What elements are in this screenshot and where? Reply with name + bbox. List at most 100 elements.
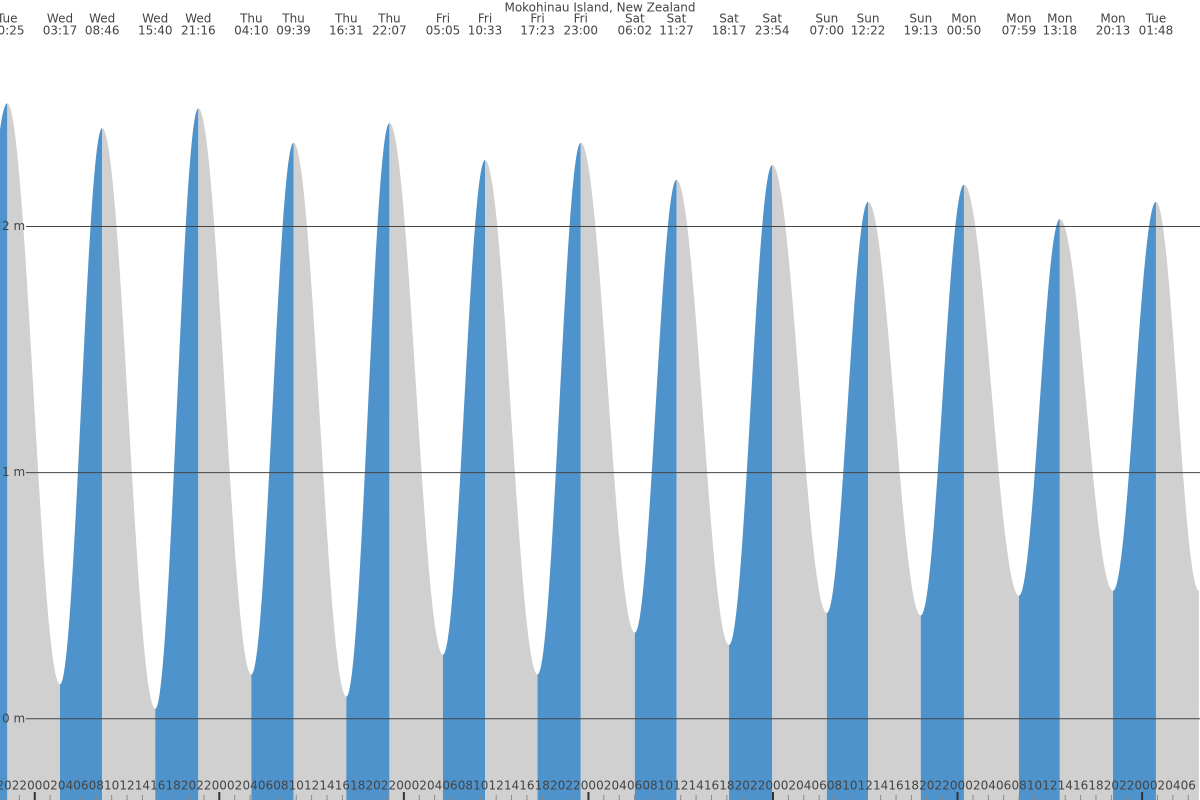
tide-edge	[1155, 201, 1199, 800]
x-tick-label: 16	[888, 779, 903, 793]
extreme-day: Sun	[857, 12, 880, 26]
extreme-day: Sat	[719, 12, 739, 26]
x-tick-label: 06	[996, 779, 1011, 793]
tide-edge	[0, 103, 8, 800]
extreme-time: 15:40	[138, 24, 173, 38]
x-tick-label: 14	[688, 779, 703, 793]
x-tick-label: 02	[781, 779, 796, 793]
extreme-time: 13:18	[1043, 24, 1078, 38]
x-tick-label: 06	[258, 779, 273, 793]
chart-title: Mokohinau Island, New Zealand	[504, 1, 695, 15]
tide-segment	[7, 103, 61, 800]
extreme-day: Fri	[530, 12, 544, 26]
x-tick-label: 00	[27, 779, 42, 793]
x-tick-label: 12	[1042, 779, 1057, 793]
tide-segment	[485, 160, 538, 800]
x-tick-label: 16	[1073, 779, 1088, 793]
extreme-time: 19:13	[903, 24, 938, 38]
extreme-time: 23:00	[563, 24, 598, 38]
extreme-day: Thu	[334, 12, 358, 26]
x-tick-label: 14	[504, 779, 519, 793]
extreme-time: 05:05	[426, 24, 461, 38]
extreme-day: Fri	[478, 12, 492, 26]
x-tick-label: 10	[658, 779, 673, 793]
tide-segment	[963, 184, 1019, 800]
x-tick-label: 22	[1119, 779, 1134, 793]
extreme-time: 08:46	[85, 24, 120, 38]
extreme-day: Sat	[667, 12, 687, 26]
x-tick-label: 02	[412, 779, 427, 793]
extreme-day: Thu	[281, 12, 305, 26]
extreme-day: Mon	[1047, 12, 1072, 26]
x-tick-label: 20	[365, 779, 380, 793]
x-tick-label: 00	[1134, 779, 1149, 793]
extreme-time: 06:02	[618, 24, 653, 38]
x-tick-label: 06	[811, 779, 826, 793]
x-tick-label: 04	[796, 779, 811, 793]
extreme-day: Thu	[377, 12, 401, 26]
x-tick-label: 18	[166, 779, 181, 793]
extreme-day: Wed	[142, 12, 168, 26]
x-tick-label: 00	[212, 779, 227, 793]
tide-segment	[826, 201, 869, 800]
extreme-day: Wed	[47, 12, 73, 26]
extreme-time: 23:54	[755, 24, 790, 38]
extreme-time: 04:10	[234, 24, 269, 38]
x-tick-label: 14	[1058, 779, 1073, 793]
extreme-time: 17:23	[520, 24, 555, 38]
x-tick-label: 22	[750, 779, 765, 793]
x-tick-label: 14	[135, 779, 150, 793]
extreme-time: 03:17	[43, 24, 78, 38]
extreme-day: Thu	[239, 12, 263, 26]
tide-segment	[1018, 219, 1060, 800]
extreme-time: 07:00	[810, 24, 845, 38]
x-tick-label: 10	[473, 779, 488, 793]
extreme-day: Sun	[909, 12, 932, 26]
extreme-day: Sat	[762, 12, 782, 26]
x-tick-label: 20	[735, 779, 750, 793]
extreme-time: 20:13	[1096, 24, 1131, 38]
x-tick-label: 08	[89, 779, 104, 793]
extreme-day: Sun	[815, 12, 838, 26]
x-tick-label: 20	[550, 779, 565, 793]
x-tick-label: 22	[565, 779, 580, 793]
extreme-day: Mon	[1100, 12, 1125, 26]
extreme-time: 16:31	[329, 24, 364, 38]
extreme-day: Mon	[1006, 12, 1031, 26]
extreme-time: 11:27	[659, 24, 694, 38]
extreme-time: 20:25	[0, 24, 25, 38]
extreme-day: Fri	[436, 12, 450, 26]
x-tick-label: 00	[581, 779, 596, 793]
x-tick-label: 10	[842, 779, 857, 793]
y-tick-label: 2 m	[2, 219, 25, 233]
x-tick-label: 10	[289, 779, 304, 793]
tide-segment	[537, 142, 581, 800]
tide-segment	[293, 142, 347, 800]
y-tick-label: 1 m	[2, 465, 25, 479]
x-tick-label: 04	[1165, 779, 1180, 793]
x-tick-label: 10	[1027, 779, 1042, 793]
x-tick-label: 06	[627, 779, 642, 793]
extreme-day: Mon	[951, 12, 976, 26]
extreme-time: 00:50	[947, 24, 982, 38]
tide-segment	[198, 108, 252, 800]
x-tick-label: 08	[642, 779, 657, 793]
tide-segment	[676, 179, 730, 800]
x-tick-label: 22	[381, 779, 396, 793]
x-tick-label: 02	[965, 779, 980, 793]
x-tick-label: 00	[765, 779, 780, 793]
extreme-time: 09:39	[276, 24, 311, 38]
x-tick-label: 18	[719, 779, 734, 793]
x-tick-label: 18	[1088, 779, 1103, 793]
extreme-time: 22:07	[372, 24, 407, 38]
x-tick-label: 18	[904, 779, 919, 793]
x-tick-label: 08	[273, 779, 288, 793]
y-tick-label: 0 m	[2, 711, 25, 725]
x-tick-label: 06	[1181, 779, 1196, 793]
tide-segment	[772, 164, 827, 800]
extreme-day: Tue	[0, 12, 17, 26]
tide-segment	[729, 164, 773, 800]
x-tick-label: 20	[181, 779, 196, 793]
x-tick-label: 08	[827, 779, 842, 793]
